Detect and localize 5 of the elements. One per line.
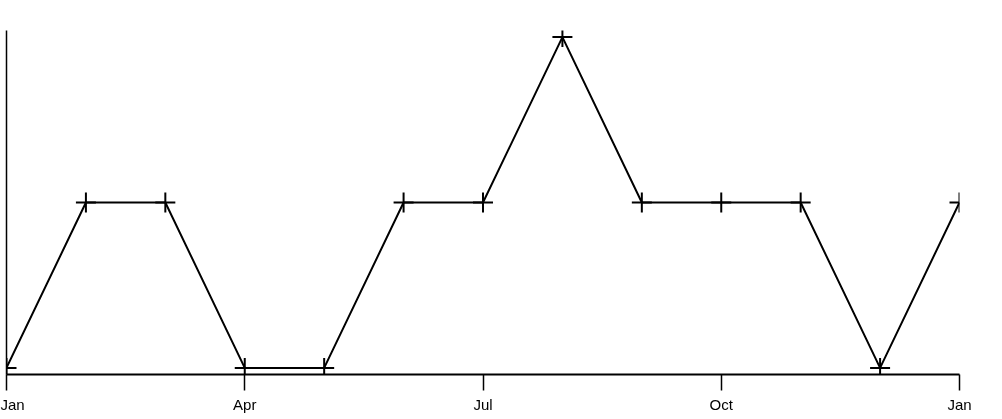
x-tick-label: Jan	[0, 395, 25, 413]
x-tick-label: Jan	[947, 395, 972, 413]
x-tick-label: Jul	[473, 395, 493, 413]
x-tick-label: Apr	[233, 395, 257, 413]
x-tick-label: Oct	[709, 395, 734, 413]
